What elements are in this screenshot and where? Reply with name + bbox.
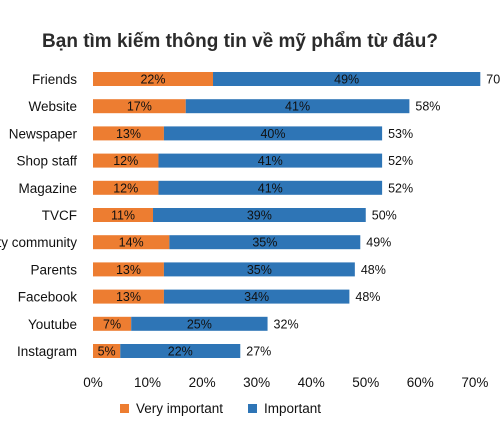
total-label: 48% xyxy=(361,263,386,277)
data-label: 39% xyxy=(247,209,272,223)
legend-label: Very important xyxy=(136,401,223,416)
x-tick-label: 70% xyxy=(461,375,488,390)
data-label: 5% xyxy=(98,345,116,359)
bar-segment-very-important xyxy=(93,126,164,141)
data-label: 22% xyxy=(168,345,193,359)
x-tick-label: 40% xyxy=(298,375,325,390)
bar-segment-important xyxy=(120,344,241,358)
bar-segment-important xyxy=(163,126,383,141)
data-label: 35% xyxy=(252,236,277,250)
data-label: 35% xyxy=(247,263,272,277)
bar-segment-important xyxy=(131,316,268,331)
data-label: 13% xyxy=(116,127,141,141)
category-label: Instagram xyxy=(17,344,77,359)
category-labels: Friends Website Newspaper Shop staff Magazin… xyxy=(0,72,77,359)
bar-segment-very-important xyxy=(93,99,186,114)
data-label: 40% xyxy=(260,127,285,141)
bar-segment-very-important xyxy=(93,289,164,304)
chart-title: Bạn tìm kiếm thông tin về mỹ phẩm từ đâu… xyxy=(42,31,438,52)
data-label: 12% xyxy=(113,181,138,195)
bar-segment-important xyxy=(213,72,481,86)
bar-segment-very-important xyxy=(93,208,154,222)
bar-segment-very-important xyxy=(93,262,164,277)
category-label: Newspaper xyxy=(9,126,78,141)
data-label: 14% xyxy=(119,236,144,250)
total-label: 70% xyxy=(486,73,500,87)
bar-segment-important xyxy=(185,99,410,114)
bar-segment-very-important xyxy=(93,180,159,195)
data-label: 13% xyxy=(116,290,141,304)
x-tick-label: 50% xyxy=(352,375,379,390)
bar-segment-important xyxy=(163,262,355,277)
x-tick-label: 10% xyxy=(134,375,161,390)
bar-segment-very-important xyxy=(93,153,159,168)
category-label: Friends xyxy=(32,72,77,87)
legend-swatch xyxy=(248,404,257,413)
legend-swatch xyxy=(120,404,129,413)
data-label: 22% xyxy=(140,73,165,87)
data-label: 41% xyxy=(258,154,283,168)
category-label: Parents xyxy=(30,262,77,277)
bar-segment-very-important xyxy=(93,235,170,250)
bar-segment-important xyxy=(158,180,383,195)
x-tick-label: 0% xyxy=(83,375,103,390)
x-tick-label: 30% xyxy=(243,375,270,390)
bars: 22% 49% 70% 17% 41% 58% 13% 40% 53% 12% 41% 52% 12% 4… xyxy=(93,72,500,359)
data-label: 17% xyxy=(127,100,152,114)
bar-segment-important xyxy=(163,289,350,304)
total-label: 48% xyxy=(355,290,380,304)
data-label: 25% xyxy=(187,317,212,331)
data-label: 7% xyxy=(103,317,121,331)
category-label: Shop staff xyxy=(16,154,77,169)
total-label: 53% xyxy=(388,127,413,141)
x-tick-label: 60% xyxy=(407,375,434,390)
total-label: 58% xyxy=(415,100,440,114)
category-label: Youtube xyxy=(28,317,77,332)
bar-segment-important xyxy=(158,153,383,168)
total-label: 50% xyxy=(372,209,397,223)
data-label: 49% xyxy=(334,73,359,87)
total-label: 49% xyxy=(366,236,391,250)
bar-segment-very-important xyxy=(93,344,121,358)
bar-segment-very-important xyxy=(93,72,214,86)
data-label: 12% xyxy=(113,154,138,168)
legend-label: Important xyxy=(264,401,321,416)
data-label: 41% xyxy=(285,100,310,114)
category-label: Facebook xyxy=(18,290,78,305)
legend: Very important Important xyxy=(120,401,321,416)
bar-segment-important xyxy=(153,208,366,222)
bar-segment-very-important xyxy=(93,316,132,331)
data-label: 41% xyxy=(258,181,283,195)
total-label: 52% xyxy=(388,181,413,195)
data-label: 34% xyxy=(244,290,269,304)
category-label: Beauty community xyxy=(0,235,77,250)
x-tick-label: 20% xyxy=(189,375,216,390)
category-label: TVCF xyxy=(42,208,77,223)
total-label: 32% xyxy=(274,317,299,331)
x-axis-ticks: 0%10%20%30%40%50%60%70%80% xyxy=(83,375,488,390)
total-label: 52% xyxy=(388,154,413,168)
category-label: Magazine xyxy=(18,181,77,196)
data-label: 11% xyxy=(111,209,135,223)
category-label: Website xyxy=(28,99,77,114)
bar-segment-important xyxy=(169,235,361,250)
data-label: 13% xyxy=(116,263,141,277)
total-label: 27% xyxy=(246,345,271,359)
